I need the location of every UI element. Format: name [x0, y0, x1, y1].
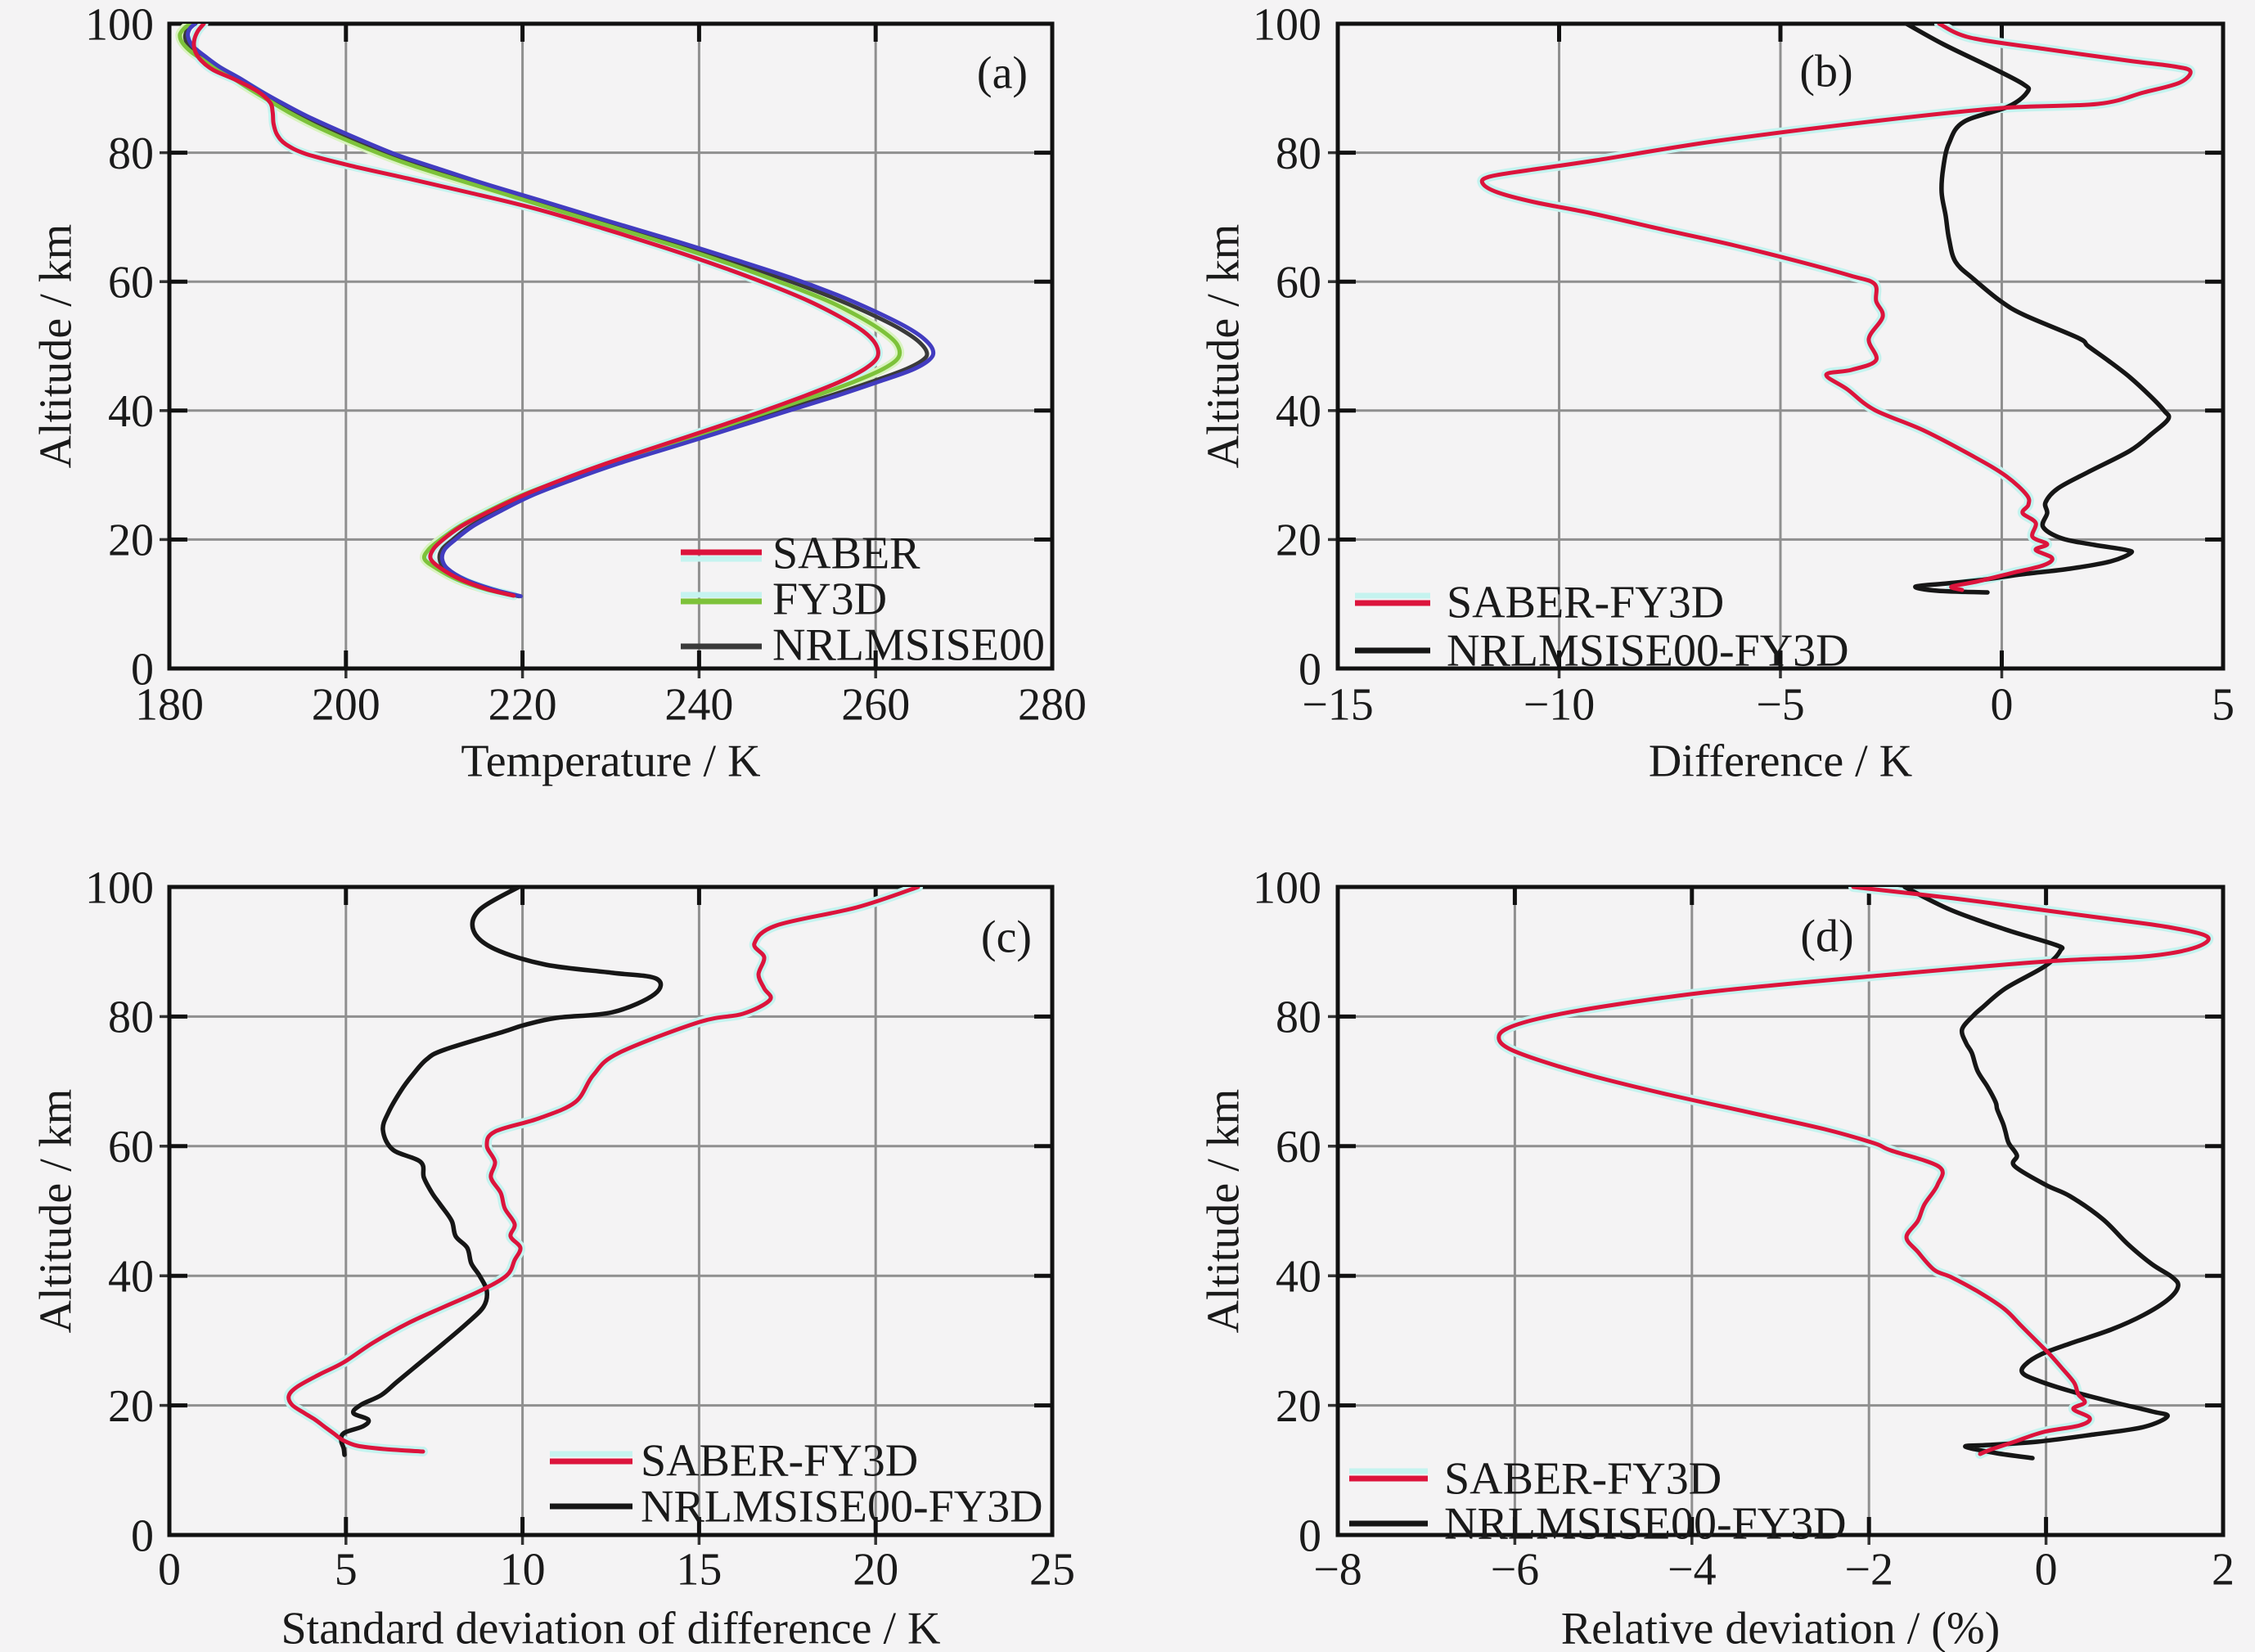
svg-text:0: 0 [131, 644, 154, 695]
svg-text:60: 60 [108, 258, 154, 308]
svg-text:(c): (c) [981, 912, 1032, 962]
svg-text:FY3D: FY3D [772, 574, 887, 624]
svg-text:80: 80 [108, 128, 154, 179]
svg-text:−15: −15 [1302, 679, 1374, 730]
svg-text:Altitude / km: Altitude / km [30, 1089, 81, 1334]
svg-text:60: 60 [108, 1122, 154, 1173]
svg-text:NRLMSISE00-FY3D: NRLMSISE00-FY3D [1444, 1498, 1847, 1549]
svg-text:0: 0 [1299, 1510, 1321, 1561]
svg-text:Altitude / km: Altitude / km [1198, 1089, 1249, 1334]
svg-text:10: 10 [500, 1544, 546, 1595]
svg-text:0: 0 [158, 1544, 181, 1595]
svg-text:220: 220 [488, 679, 557, 730]
svg-text:SABER-FY3D: SABER-FY3D [1447, 577, 1724, 628]
svg-text:100: 100 [1253, 0, 1321, 50]
svg-text:15: 15 [676, 1544, 722, 1595]
svg-text:80: 80 [108, 993, 154, 1043]
svg-text:−5: −5 [1756, 679, 1805, 730]
svg-text:(d): (d) [1800, 911, 1853, 961]
svg-text:40: 40 [1276, 1252, 1321, 1303]
svg-text:2: 2 [2212, 1544, 2235, 1595]
svg-text:SABER-FY3D: SABER-FY3D [641, 1435, 918, 1486]
svg-text:60: 60 [1276, 258, 1321, 308]
svg-text:180: 180 [135, 679, 204, 730]
svg-text:Altitude / km: Altitude / km [30, 224, 81, 469]
svg-text:Relative deviation / (%): Relative deviation / (%) [1561, 1603, 2000, 1652]
svg-text:(b): (b) [1799, 46, 1852, 97]
svg-text:40: 40 [108, 1252, 154, 1303]
svg-text:100: 100 [85, 862, 154, 913]
svg-text:−6: −6 [1491, 1544, 1540, 1595]
svg-text:NRLMSISE00-FY3D: NRLMSISE00-FY3D [1447, 625, 1849, 676]
svg-text:−4: −4 [1668, 1544, 1717, 1595]
svg-text:80: 80 [1276, 993, 1321, 1043]
svg-text:0: 0 [131, 1510, 154, 1561]
svg-text:Temperature / K: Temperature / K [461, 736, 760, 786]
svg-text:280: 280 [1018, 679, 1087, 730]
svg-text:0: 0 [1991, 679, 2014, 730]
svg-text:Altitude / km: Altitude / km [1198, 224, 1249, 469]
svg-text:−10: −10 [1524, 679, 1596, 730]
svg-text:80: 80 [1276, 128, 1321, 179]
svg-text:−2: −2 [1844, 1544, 1893, 1595]
svg-text:100: 100 [1253, 862, 1321, 913]
svg-text:0: 0 [1299, 644, 1321, 695]
svg-text:NRLMSISE00-FY3D: NRLMSISE00-FY3D [641, 1481, 1043, 1532]
svg-text:20: 20 [108, 515, 154, 566]
svg-text:200: 200 [312, 679, 380, 730]
svg-text:260: 260 [841, 679, 910, 730]
svg-text:SABER: SABER [772, 528, 920, 578]
svg-text:40: 40 [1276, 386, 1321, 437]
svg-text:0: 0 [2035, 1544, 2058, 1595]
svg-text:Difference / K: Difference / K [1649, 736, 1912, 786]
svg-text:SABER-FY3D: SABER-FY3D [1444, 1453, 1722, 1504]
svg-text:−8: −8 [1313, 1544, 1362, 1595]
svg-text:5: 5 [2212, 679, 2235, 730]
svg-text:40: 40 [108, 386, 154, 437]
svg-text:20: 20 [1276, 1381, 1321, 1432]
svg-text:(a): (a) [977, 47, 1028, 98]
svg-text:5: 5 [335, 1544, 358, 1595]
svg-text:60: 60 [1276, 1122, 1321, 1173]
svg-text:20: 20 [853, 1544, 898, 1595]
svg-text:Standard deviation of differen: Standard deviation of difference / K [281, 1603, 940, 1652]
svg-text:20: 20 [1276, 515, 1321, 566]
svg-text:NRLMSISE00: NRLMSISE00 [772, 619, 1045, 670]
svg-text:25: 25 [1029, 1544, 1075, 1595]
svg-text:240: 240 [664, 679, 733, 730]
svg-text:100: 100 [85, 0, 154, 50]
svg-text:20: 20 [108, 1381, 154, 1432]
